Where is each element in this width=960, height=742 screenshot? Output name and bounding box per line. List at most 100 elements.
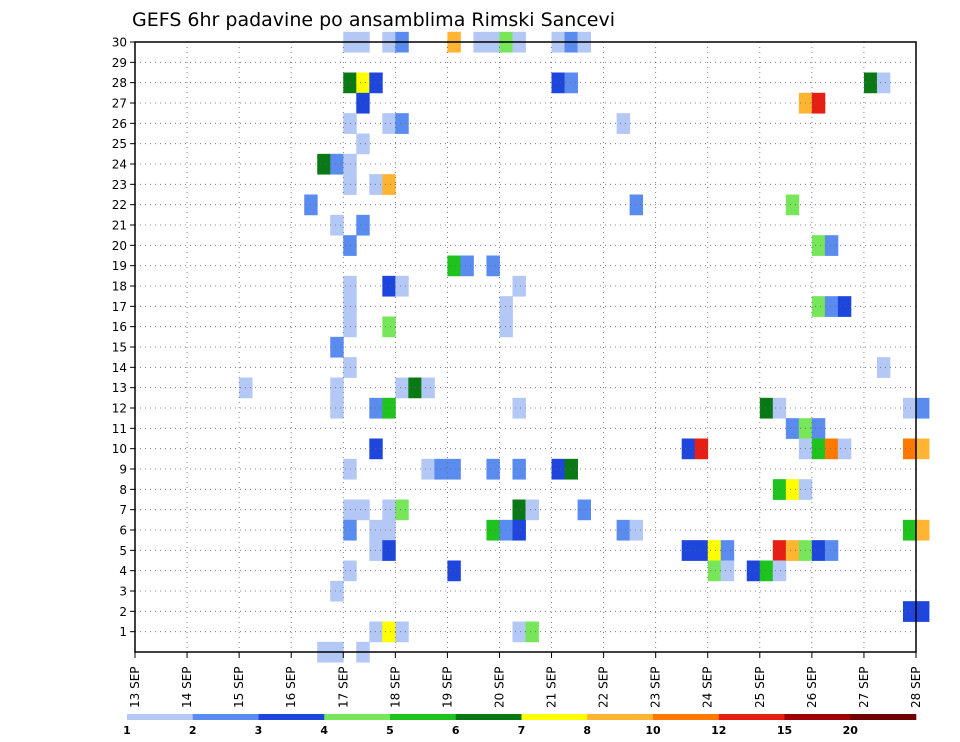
colorbar-tick-label: 15 <box>777 724 792 737</box>
heatmap-cell <box>564 72 578 94</box>
heatmap-cell <box>759 397 774 419</box>
heatmap-cell <box>369 540 383 561</box>
heatmap-cell <box>330 153 344 175</box>
heatmap-cell <box>343 316 357 338</box>
heatmap-cell <box>382 316 396 338</box>
heatmap-cell <box>330 336 344 358</box>
heatmap-cell <box>720 540 735 561</box>
colorbar-swatch <box>718 714 785 720</box>
heatmap-cells <box>239 31 930 663</box>
heatmap-cell <box>343 174 357 195</box>
y-tick-label: 14 <box>112 361 127 375</box>
heatmap-cell <box>356 499 370 521</box>
heatmap-cell <box>772 560 787 582</box>
y-tick-label: 9 <box>119 463 127 477</box>
heatmap-cell <box>356 133 370 155</box>
y-tick-label: 2 <box>119 605 127 619</box>
y-tick-label: 10 <box>112 442 127 456</box>
heatmap-cell <box>395 377 409 399</box>
heatmap-cell <box>369 621 383 643</box>
y-tick-label: 3 <box>119 585 127 599</box>
heatmap-cell <box>811 92 826 114</box>
x-tick-label: 25 SEP <box>753 666 767 708</box>
heatmap-cell <box>837 296 852 317</box>
colorbar-swatch <box>390 714 457 720</box>
y-tick-label: 5 <box>119 544 127 558</box>
x-tick-label: 17 SEP <box>336 666 350 708</box>
heatmap-cell <box>876 357 891 378</box>
y-tick-label: 19 <box>112 259 127 273</box>
heatmap-cell <box>343 153 357 175</box>
y-tick-label: 22 <box>112 198 127 212</box>
heatmap-cell <box>421 377 435 399</box>
heatmap-cell <box>876 72 891 94</box>
colorbar-swatch <box>784 714 851 720</box>
y-tick-label: 27 <box>112 97 127 111</box>
heatmap-cell <box>759 560 774 582</box>
y-tick-label: 1 <box>119 625 127 639</box>
y-tick-label: 7 <box>119 503 127 517</box>
x-tick-label: 21 SEP <box>545 666 559 708</box>
heatmap-cell <box>811 418 826 439</box>
heatmap-cell <box>382 174 396 195</box>
heatmap-cell <box>395 113 409 134</box>
heatmap-cell <box>746 560 761 582</box>
heatmap-cell <box>785 479 800 500</box>
colorbar-swatch <box>587 714 654 720</box>
heatmap-cell <box>356 72 370 94</box>
heatmap-cell <box>916 438 930 460</box>
x-tick-label: 28 SEP <box>909 666 923 708</box>
heatmap-cell <box>421 458 435 480</box>
heatmap-cell <box>395 621 409 643</box>
x-axis-ticks: 13 SEP 14 SEP 15 SEP 16 SEP 17 SEP 18 SEP 19 S… <box>128 652 923 708</box>
y-tick-label: 21 <box>112 219 127 233</box>
y-tick-label: 13 <box>112 381 127 395</box>
heatmap-cell <box>512 519 526 541</box>
grid-lines <box>135 41 916 652</box>
heatmap-cell <box>499 296 513 317</box>
heatmap-cell <box>772 397 787 419</box>
heatmap-cell <box>916 397 930 419</box>
heatmap-cell <box>629 194 644 216</box>
x-tick-label: 22 SEP <box>597 666 611 708</box>
colorbar-tick-label: 10 <box>645 724 661 737</box>
x-tick-label: 27 SEP <box>857 666 871 708</box>
x-tick-label: 16 SEP <box>284 666 298 708</box>
x-tick-label: 24 SEP <box>701 666 715 708</box>
x-tick-label: 18 SEP <box>388 666 402 708</box>
heatmap-cell <box>343 499 357 521</box>
y-tick-label: 23 <box>112 178 127 192</box>
colorbar-swatch <box>192 714 259 720</box>
y-tick-label: 28 <box>112 76 127 90</box>
heatmap-cell <box>343 458 357 480</box>
colorbar-tick-label: 5 <box>386 724 394 737</box>
heatmap-cell <box>824 540 839 561</box>
colorbar-swatch <box>127 714 194 720</box>
heatmap-cell <box>317 153 331 175</box>
y-tick-label: 4 <box>119 564 127 578</box>
colorbar-swatch <box>324 714 391 720</box>
chart-title: GEFS 6hr padavine po ansamblima Rimski S… <box>132 9 615 31</box>
heatmap-cell <box>330 397 344 419</box>
x-tick-label: 14 SEP <box>180 666 194 708</box>
heatmap-cell <box>447 560 461 582</box>
heatmap-cell <box>356 214 370 236</box>
y-tick-label: 24 <box>112 158 127 172</box>
heatmap-cell <box>369 72 383 94</box>
heatmap-cell <box>811 540 826 561</box>
x-tick-label: 20 SEP <box>492 666 506 708</box>
heatmap-cell <box>772 540 787 561</box>
heatmap-cell <box>681 438 696 460</box>
y-tick-label: 12 <box>112 402 127 416</box>
heatmap-cell <box>785 194 800 216</box>
heatmap-cell <box>720 560 735 582</box>
y-tick-label: 25 <box>112 137 127 151</box>
heatmap-cell <box>486 255 500 277</box>
heatmap-cell <box>369 519 383 541</box>
heatmap-cell <box>434 458 448 480</box>
heatmap-cell <box>512 397 526 419</box>
heatmap-cell <box>512 499 526 521</box>
heatmap-cell <box>707 560 722 582</box>
y-axis-ticks: 1234567891011121314151617181920212223242… <box>112 36 135 639</box>
